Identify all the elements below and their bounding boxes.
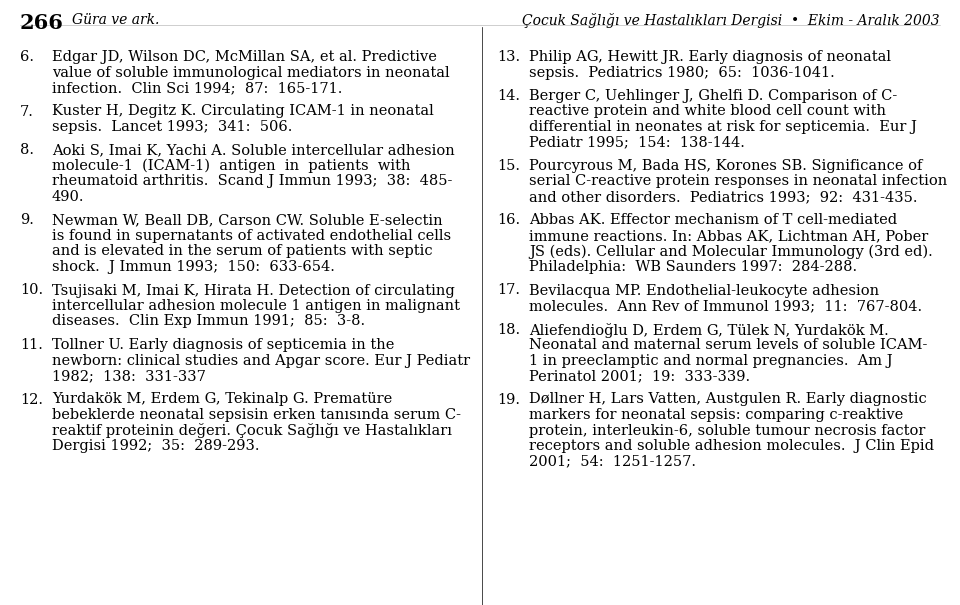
Text: Aoki S, Imai K, Yachi A. Soluble intercellular adhesion: Aoki S, Imai K, Yachi A. Soluble interce… <box>52 143 455 157</box>
Text: Pourcyrous M, Bada HS, Korones SB. Significance of: Pourcyrous M, Bada HS, Korones SB. Signi… <box>529 159 923 173</box>
Text: Dergisi 1992;  35:  289-293.: Dergisi 1992; 35: 289-293. <box>52 439 259 453</box>
Text: diseases.  Clin Exp Immun 1991;  85:  3-8.: diseases. Clin Exp Immun 1991; 85: 3-8. <box>52 315 365 329</box>
Text: immune reactions. In: Abbas AK, Lichtman AH, Pober: immune reactions. In: Abbas AK, Lichtman… <box>529 229 928 243</box>
Text: Philadelphia:  WB Saunders 1997:  284-288.: Philadelphia: WB Saunders 1997: 284-288. <box>529 260 857 274</box>
Text: 490.: 490. <box>52 190 84 204</box>
Text: 15.: 15. <box>497 159 520 173</box>
Text: Tollner U. Early diagnosis of septicemia in the: Tollner U. Early diagnosis of septicemia… <box>52 338 395 352</box>
Text: Tsujisaki M, Imai K, Hirata H. Detection of circulating: Tsujisaki M, Imai K, Hirata H. Detection… <box>52 284 455 298</box>
Text: 17.: 17. <box>497 284 520 298</box>
Text: reactive protein and white blood cell count with: reactive protein and white blood cell co… <box>529 105 886 119</box>
Text: Perinatol 2001;  19:  333-339.: Perinatol 2001; 19: 333-339. <box>529 369 750 383</box>
Text: Abbas AK. Effector mechanism of T cell-mediated: Abbas AK. Effector mechanism of T cell-m… <box>529 214 898 227</box>
Text: and is elevated in the serum of patients with septic: and is elevated in the serum of patients… <box>52 244 433 258</box>
Text: 12.: 12. <box>20 393 43 407</box>
Text: intercellular adhesion molecule 1 antigen in malignant: intercellular adhesion molecule 1 antige… <box>52 299 460 313</box>
Text: markers for neonatal sepsis: comparing c-reaktive: markers for neonatal sepsis: comparing c… <box>529 408 903 422</box>
Text: and other disorders.  Pediatrics 1993;  92:  431-435.: and other disorders. Pediatrics 1993; 92… <box>529 190 918 204</box>
Text: serial C-reactive protein responses in neonatal infection: serial C-reactive protein responses in n… <box>529 174 948 189</box>
Text: infection.  Clin Sci 1994;  87:  165-171.: infection. Clin Sci 1994; 87: 165-171. <box>52 81 343 95</box>
Text: Døllner H, Lars Vatten, Austgulen R. Early diagnostic: Døllner H, Lars Vatten, Austgulen R. Ear… <box>529 393 926 407</box>
Text: sepsis.  Pediatrics 1980;  65:  1036-1041.: sepsis. Pediatrics 1980; 65: 1036-1041. <box>529 65 835 79</box>
Text: value of soluble immunological mediators in neonatal: value of soluble immunological mediators… <box>52 65 449 79</box>
Text: newborn: clinical studies and Apgar score. Eur J Pediatr: newborn: clinical studies and Apgar scor… <box>52 353 470 367</box>
Text: molecules.  Ann Rev of Immunol 1993;  11:  767-804.: molecules. Ann Rev of Immunol 1993; 11: … <box>529 299 923 313</box>
Text: Edgar JD, Wilson DC, McMillan SA, et al. Predictive: Edgar JD, Wilson DC, McMillan SA, et al.… <box>52 50 437 64</box>
Text: 9.: 9. <box>20 214 34 227</box>
Text: 6.: 6. <box>20 50 34 64</box>
Text: 8.: 8. <box>20 143 34 157</box>
Text: reaktif proteinin değeri. Çocuk Sağlığı ve Hastalıkları: reaktif proteinin değeri. Çocuk Sağlığı … <box>52 424 452 439</box>
Text: 14.: 14. <box>497 89 520 103</box>
Text: Newman W, Beall DB, Carson CW. Soluble E-selectin: Newman W, Beall DB, Carson CW. Soluble E… <box>52 214 443 227</box>
Text: 10.: 10. <box>20 284 43 298</box>
Text: Pediatr 1995;  154:  138-144.: Pediatr 1995; 154: 138-144. <box>529 136 745 149</box>
Text: molecule-1  (ICAM-1)  antigen  in  patients  with: molecule-1 (ICAM-1) antigen in patients … <box>52 159 411 174</box>
Text: shock.  J Immun 1993;  150:  633-654.: shock. J Immun 1993; 150: 633-654. <box>52 260 335 274</box>
Text: Yurdakök M, Erdem G, Tekinalp G. Prematüre: Yurdakök M, Erdem G, Tekinalp G. Prematü… <box>52 393 393 407</box>
Text: Philip AG, Hewitt JR. Early diagnosis of neonatal: Philip AG, Hewitt JR. Early diagnosis of… <box>529 50 891 64</box>
Text: bebeklerde neonatal sepsisin erken tanısında serum C-: bebeklerde neonatal sepsisin erken tanıs… <box>52 408 461 422</box>
Text: 7.: 7. <box>20 105 34 119</box>
Text: 11.: 11. <box>20 338 43 352</box>
Text: 1 in preeclamptic and normal pregnancies.  Am J: 1 in preeclamptic and normal pregnancies… <box>529 353 893 367</box>
Text: 2001;  54:  1251-1257.: 2001; 54: 1251-1257. <box>529 454 696 468</box>
Text: Neonatal and maternal serum levels of soluble ICAM-: Neonatal and maternal serum levels of so… <box>529 338 927 352</box>
Text: 19.: 19. <box>497 393 520 407</box>
Text: is found in supernatants of activated endothelial cells: is found in supernatants of activated en… <box>52 229 451 243</box>
Text: 266: 266 <box>20 13 64 33</box>
Text: Kuster H, Degitz K. Circulating ICAM-1 in neonatal: Kuster H, Degitz K. Circulating ICAM-1 i… <box>52 105 434 119</box>
Text: differential in neonates at risk for septicemia.  Eur J: differential in neonates at risk for sep… <box>529 120 917 134</box>
Text: Aliefendioğlu D, Erdem G, Tülek N, Yurdakök M.: Aliefendioğlu D, Erdem G, Tülek N, Yurda… <box>529 322 889 338</box>
Text: 1982;  138:  331-337: 1982; 138: 331-337 <box>52 369 205 383</box>
Text: Güra ve ark.: Güra ve ark. <box>72 13 159 27</box>
Text: JS (eds). Cellular and Molecular Immunology (3rd ed).: JS (eds). Cellular and Molecular Immunol… <box>529 244 933 259</box>
Text: 18.: 18. <box>497 322 520 336</box>
Text: protein, interleukin-6, soluble tumour necrosis factor: protein, interleukin-6, soluble tumour n… <box>529 424 925 437</box>
Text: 13.: 13. <box>497 50 520 64</box>
Text: sepsis.  Lancet 1993;  341:  506.: sepsis. Lancet 1993; 341: 506. <box>52 120 293 134</box>
Text: 16.: 16. <box>497 214 520 227</box>
Text: Bevilacqua MP. Endothelial-leukocyte adhesion: Bevilacqua MP. Endothelial-leukocyte adh… <box>529 284 879 298</box>
Text: Çocuk Sağlığı ve Hastalıkları Dergisi  •  Ekim - Aralık 2003: Çocuk Sağlığı ve Hastalıkları Dergisi • … <box>522 13 940 28</box>
Text: receptors and soluble adhesion molecules.  J Clin Epid: receptors and soluble adhesion molecules… <box>529 439 934 453</box>
Text: rheumatoid arthritis.  Scand J Immun 1993;  38:  485-: rheumatoid arthritis. Scand J Immun 1993… <box>52 174 452 189</box>
Text: Berger C, Uehlinger J, Ghelfi D. Comparison of C-: Berger C, Uehlinger J, Ghelfi D. Compari… <box>529 89 898 103</box>
